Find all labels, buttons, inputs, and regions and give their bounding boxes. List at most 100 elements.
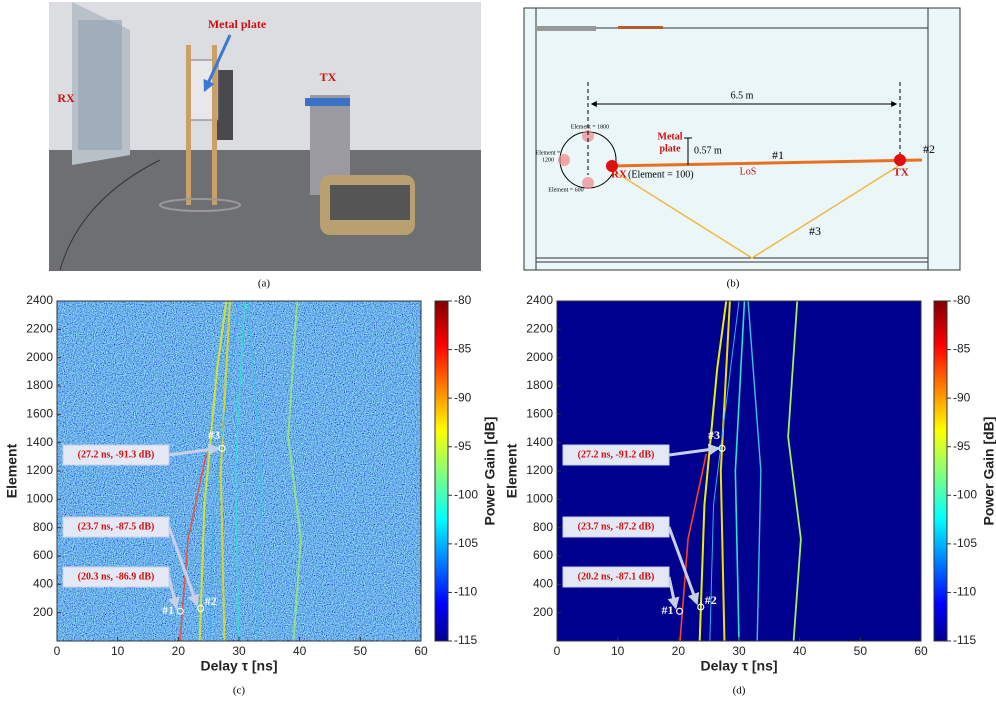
colorbar-tick-label: -80 <box>454 293 472 307</box>
annotation-box <box>62 566 170 588</box>
x-tick-label: 20 <box>672 644 686 658</box>
x-tick-label: 30 <box>232 644 246 658</box>
colorbar-tick-label: -115 <box>953 633 976 647</box>
heatmap-trace <box>179 453 208 642</box>
heatmap-background <box>557 301 921 641</box>
y-tick-label: 400 <box>33 577 53 591</box>
heatmap-noise <box>57 301 421 641</box>
x-tick-label: 0 <box>54 644 61 658</box>
annotation-text: (23.7 ns, -87.5 dB) <box>78 521 155 532</box>
rx-element: (Element = 100) <box>628 169 694 180</box>
annotation-arrow <box>168 443 221 457</box>
annotation-label: #3 <box>208 428 220 442</box>
y-tick-label: 800 <box>533 520 553 534</box>
path-label: #1 <box>772 148 784 162</box>
annotation-text: (27.2 ns, -91.2 dB) <box>578 449 655 460</box>
y-axis-label: Element <box>4 443 20 498</box>
colorbar-tick-label: -105 <box>953 536 977 550</box>
tx-label: TX <box>893 167 908 179</box>
x-axis-label: Delay τ [ns] <box>200 658 277 674</box>
annotation-point <box>697 603 705 611</box>
y-tick-label: 1600 <box>26 407 53 421</box>
annotation-label: #1 <box>662 603 674 617</box>
distance-label: 6.5 m <box>731 90 754 101</box>
y-tick-label: 2400 <box>26 293 53 307</box>
y-tick-label: 1600 <box>526 407 553 421</box>
y-tick-label: 1400 <box>526 435 553 449</box>
colorbar-tick-label: -80 <box>953 293 971 307</box>
los-label: LoS <box>740 166 757 177</box>
annotation-arrow <box>668 443 721 457</box>
y-tick-label: 600 <box>33 548 53 562</box>
y-tick-label: 1200 <box>526 463 553 477</box>
annotation-box <box>562 566 670 588</box>
annotation-label: #1 <box>162 603 174 617</box>
y-tick-label: 1400 <box>26 435 53 449</box>
caption: (b) <box>727 278 740 290</box>
y-tick-label: 2000 <box>526 350 553 364</box>
x-tick-label: 40 <box>793 644 807 658</box>
annotation-arrow <box>167 576 180 610</box>
colorbar-tick-label: -110 <box>953 585 976 599</box>
heatmap-trace <box>734 300 746 642</box>
heatmap-trace <box>287 300 302 642</box>
y-tick-label: 800 <box>33 520 53 534</box>
height-label: 0.57 m <box>694 145 722 156</box>
annotation-box <box>562 444 670 466</box>
heatmap-trace <box>679 453 708 642</box>
y-tick-label: 2200 <box>26 322 53 336</box>
photo-label: RX <box>57 91 75 105</box>
heatmap-trace <box>198 300 228 642</box>
colorbar-tick-label: -115 <box>454 633 477 647</box>
y-tick-label: 1000 <box>26 492 53 506</box>
element-label: 1200 <box>542 157 554 163</box>
photo-label: Metal plate <box>208 17 267 31</box>
annotation-point <box>675 607 684 615</box>
annotation-text: (23.7 ns, -87.2 dB) <box>578 521 655 532</box>
annotation-box <box>562 516 670 538</box>
heatmap-panel: 0 10 20 30 40 50 60 200 400 600 800 1000 1200 1400 160… <box>4 293 498 696</box>
y-tick-label: 2400 <box>526 293 553 307</box>
path-label: #3 <box>809 224 821 238</box>
colorbar-tick-label: -85 <box>953 342 971 356</box>
colorbar-tick-label: -95 <box>454 439 472 453</box>
colorbar-label: Power Gain [dB] <box>482 417 498 526</box>
x-tick-label: 20 <box>172 644 186 658</box>
heatmap-trace <box>247 300 262 642</box>
y-tick-label: 1800 <box>26 378 53 392</box>
y-tick-label: 1200 <box>26 463 53 477</box>
x-tick-label: 60 <box>414 644 428 658</box>
heatmap-trace <box>747 300 762 642</box>
x-tick-label: 30 <box>732 644 746 658</box>
annotation-text: (27.2 ns, -91.3 dB) <box>78 449 155 460</box>
diagram: 6.5 m Element = 1800 Element = 1200 Elem… <box>523 7 961 271</box>
annotation-arrow <box>167 526 200 607</box>
rx-label: RX <box>611 169 627 181</box>
annotation-point <box>218 444 226 452</box>
x-tick-label: 50 <box>854 644 868 658</box>
colorbar-tick-label: -85 <box>454 342 472 356</box>
heatmap-trace <box>787 300 802 642</box>
x-tick-label: 0 <box>554 644 561 658</box>
colorbar-tick-label: -90 <box>953 390 971 404</box>
y-tick-label: 400 <box>533 577 553 591</box>
heatmap-trace <box>709 300 740 642</box>
element-label: Element = <box>536 150 561 156</box>
y-tick-label: 600 <box>533 548 553 562</box>
metal-plate-label: plate <box>659 143 681 154</box>
y-tick-label: 2000 <box>26 350 53 364</box>
element-label: Element = 1800 <box>571 124 609 130</box>
colorbar <box>933 300 948 642</box>
x-tick-label: 10 <box>111 644 125 658</box>
y-tick-label: 2200 <box>526 322 553 336</box>
x-tick-label: 60 <box>914 644 928 658</box>
annotation-label: #2 <box>205 594 217 608</box>
colorbar-label: Power Gain [dB] <box>981 417 996 526</box>
annotation-text: (20.3 ns, -86.9 dB) <box>78 571 155 582</box>
colorbar-tick-label: -100 <box>953 487 977 501</box>
annotation-arrow <box>667 576 680 610</box>
annotation-box <box>62 444 170 466</box>
colorbar-tick-label: -105 <box>454 536 478 550</box>
annotation-label: #2 <box>705 593 717 607</box>
